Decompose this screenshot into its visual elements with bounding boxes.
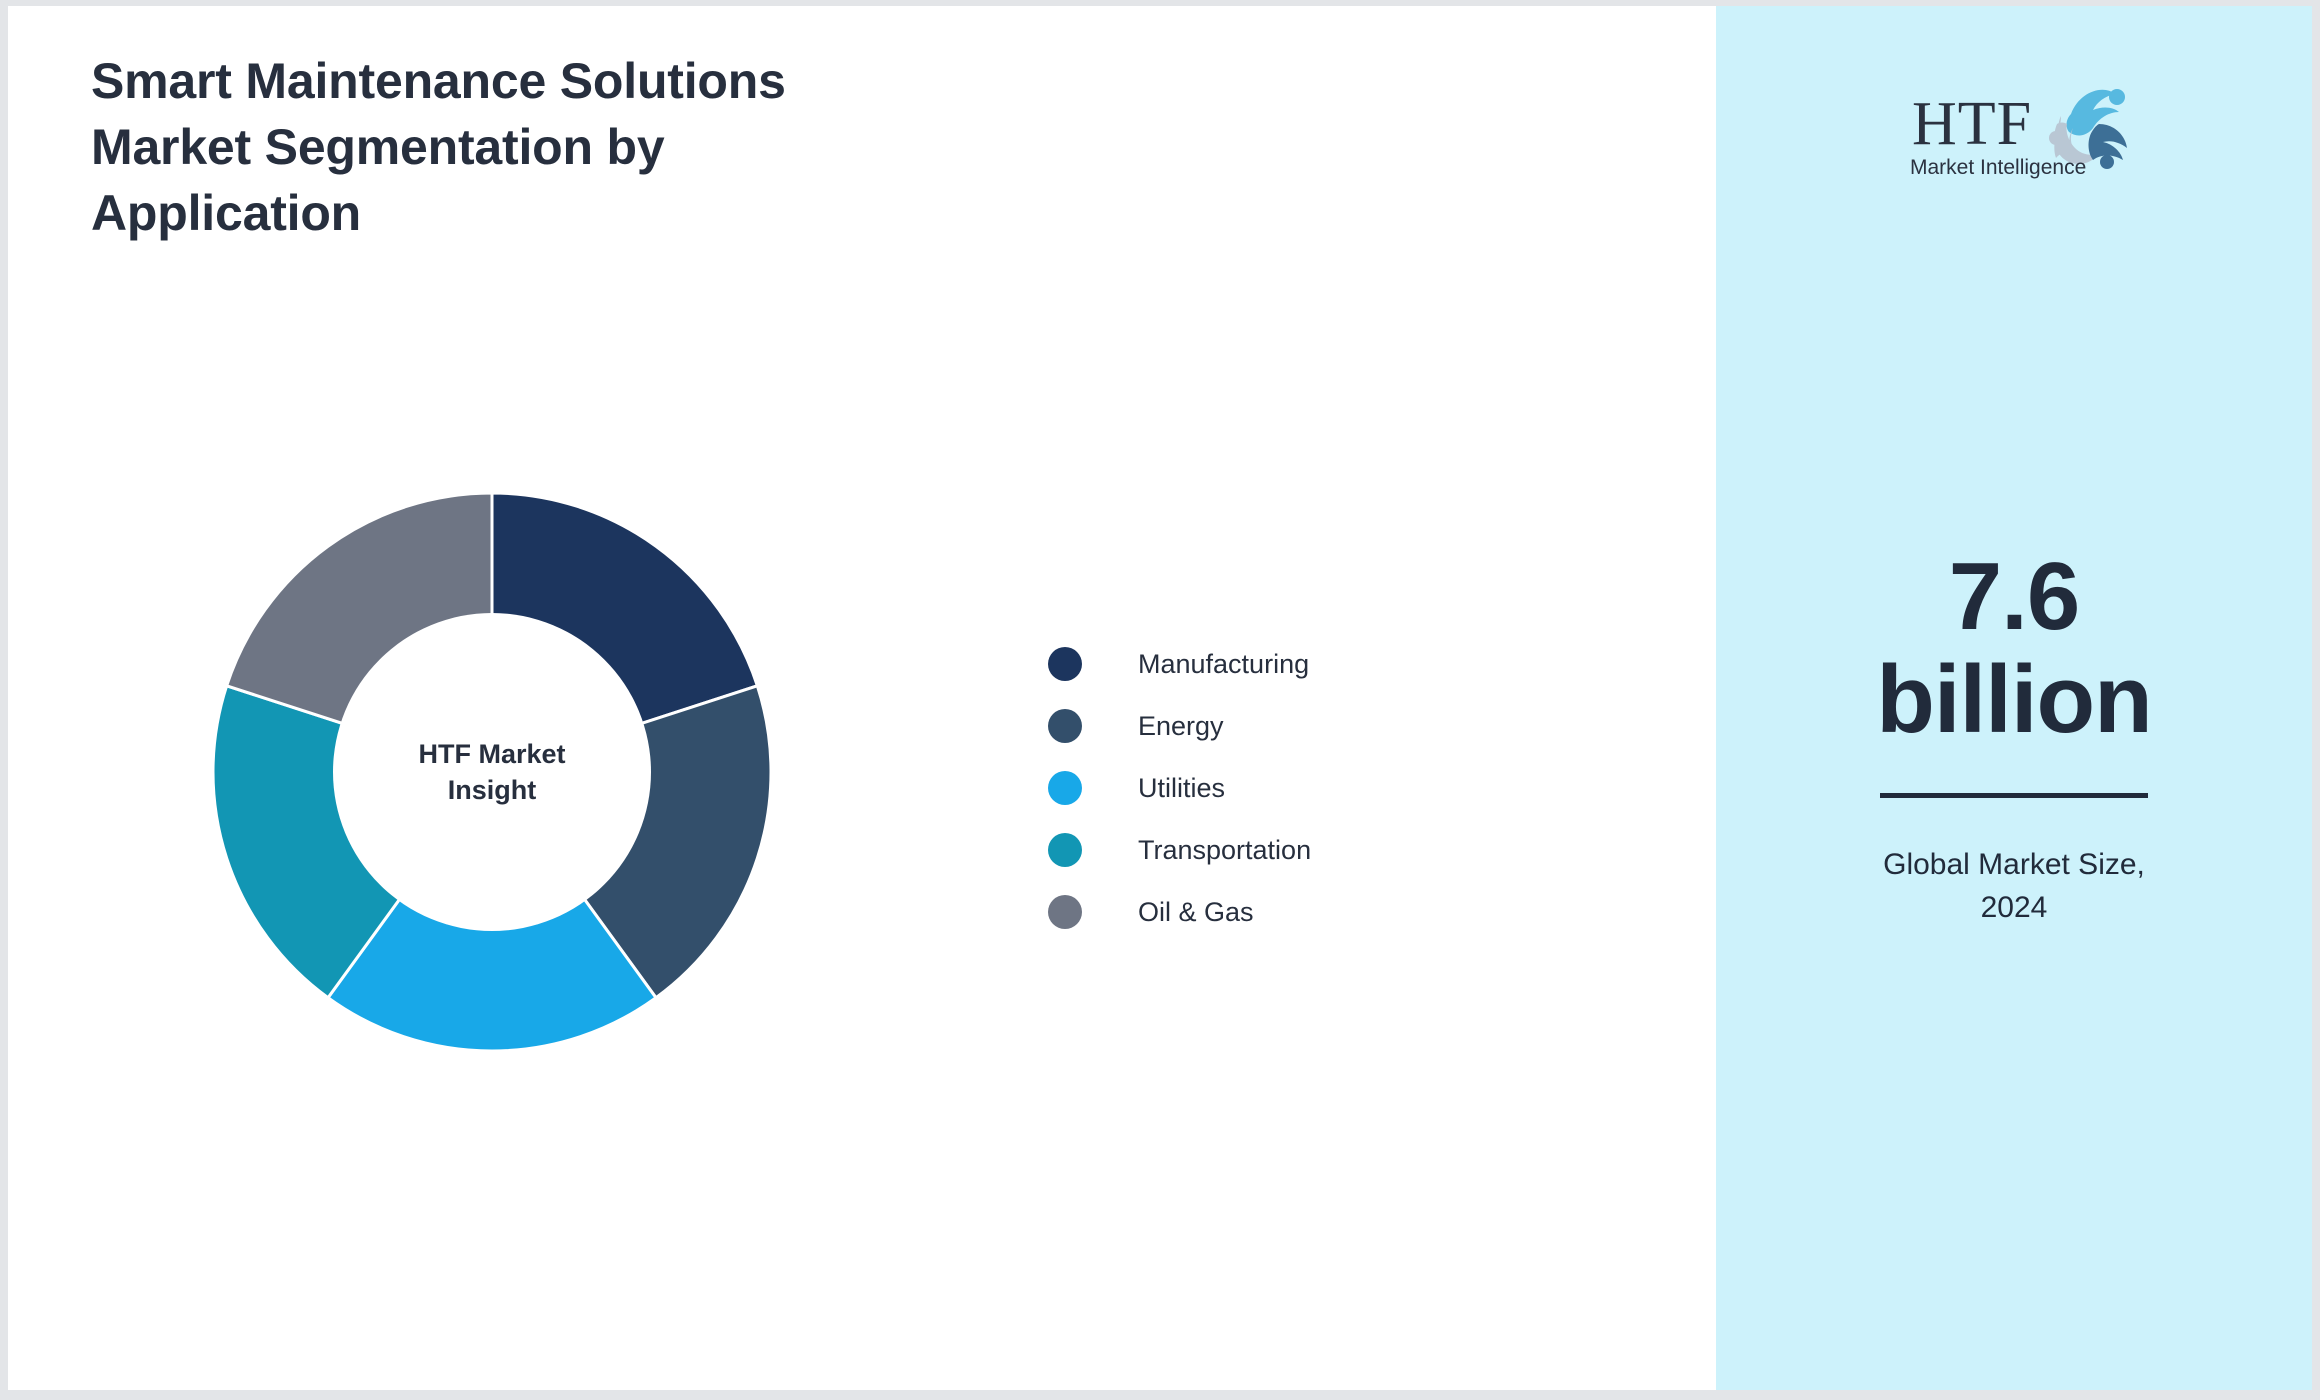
legend-item-label: Manufacturing bbox=[1138, 648, 1310, 679]
htf-logo-svg: HTF Market Intelligence bbox=[1910, 89, 2127, 179]
stat-value: 7.6 billion bbox=[1876, 543, 2153, 753]
legend-item-label: Utilities bbox=[1138, 772, 1226, 803]
htf-logo-wordmark: HTF bbox=[1912, 90, 2032, 158]
donut-chart: HTF Market Insight bbox=[211, 491, 773, 1053]
stat-divider bbox=[1880, 793, 2148, 799]
legend-swatch-icon bbox=[1048, 709, 1082, 743]
htf-logo-tagline: Market Intelligence bbox=[1910, 156, 2086, 179]
legend-swatch-icon bbox=[1048, 647, 1082, 681]
legend-item[interactable]: Energy bbox=[1048, 695, 1311, 757]
donut-hole bbox=[333, 613, 651, 931]
legend-item-label: Oil & Gas bbox=[1138, 896, 1254, 927]
legend-swatch-icon bbox=[1048, 771, 1082, 805]
htf-emblem-icon bbox=[2049, 89, 2127, 169]
legend-swatch-icon bbox=[1048, 895, 1082, 929]
legend-item-label: Transportation bbox=[1138, 834, 1312, 865]
stat-block: 7.6 billion Global Market Size, 2024 bbox=[1804, 543, 2224, 930]
stat-caption: Global Market Size, 2024 bbox=[1883, 848, 2145, 925]
infographic-canvas: Smart Maintenance Solutions Market Segme… bbox=[8, 6, 2312, 1390]
legend-item[interactable]: Transportation bbox=[1048, 819, 1311, 881]
page-title: Smart Maintenance Solutions Market Segme… bbox=[91, 53, 786, 241]
stat-panel: HTF Market Intelligence 7.6 billion Glob… bbox=[1716, 6, 2312, 1390]
chart-area: HTF Market Insight Manufacturing Energy Ut… bbox=[8, 6, 1716, 1390]
legend-item[interactable]: Manufacturing bbox=[1048, 633, 1311, 695]
chart-legend: Manufacturing Energy Utilities Transportati… bbox=[1048, 633, 1311, 943]
htf-logo: HTF Market Intelligence bbox=[1890, 72, 2138, 182]
legend-swatch-icon bbox=[1048, 833, 1082, 867]
legend-item[interactable]: Utilities bbox=[1048, 757, 1311, 819]
main-panel: Smart Maintenance Solutions Market Segme… bbox=[8, 6, 1716, 1390]
legend-item[interactable]: Oil & Gas bbox=[1048, 881, 1311, 943]
legend-item-label: Energy bbox=[1138, 710, 1224, 741]
donut-chart-svg bbox=[211, 491, 773, 1053]
